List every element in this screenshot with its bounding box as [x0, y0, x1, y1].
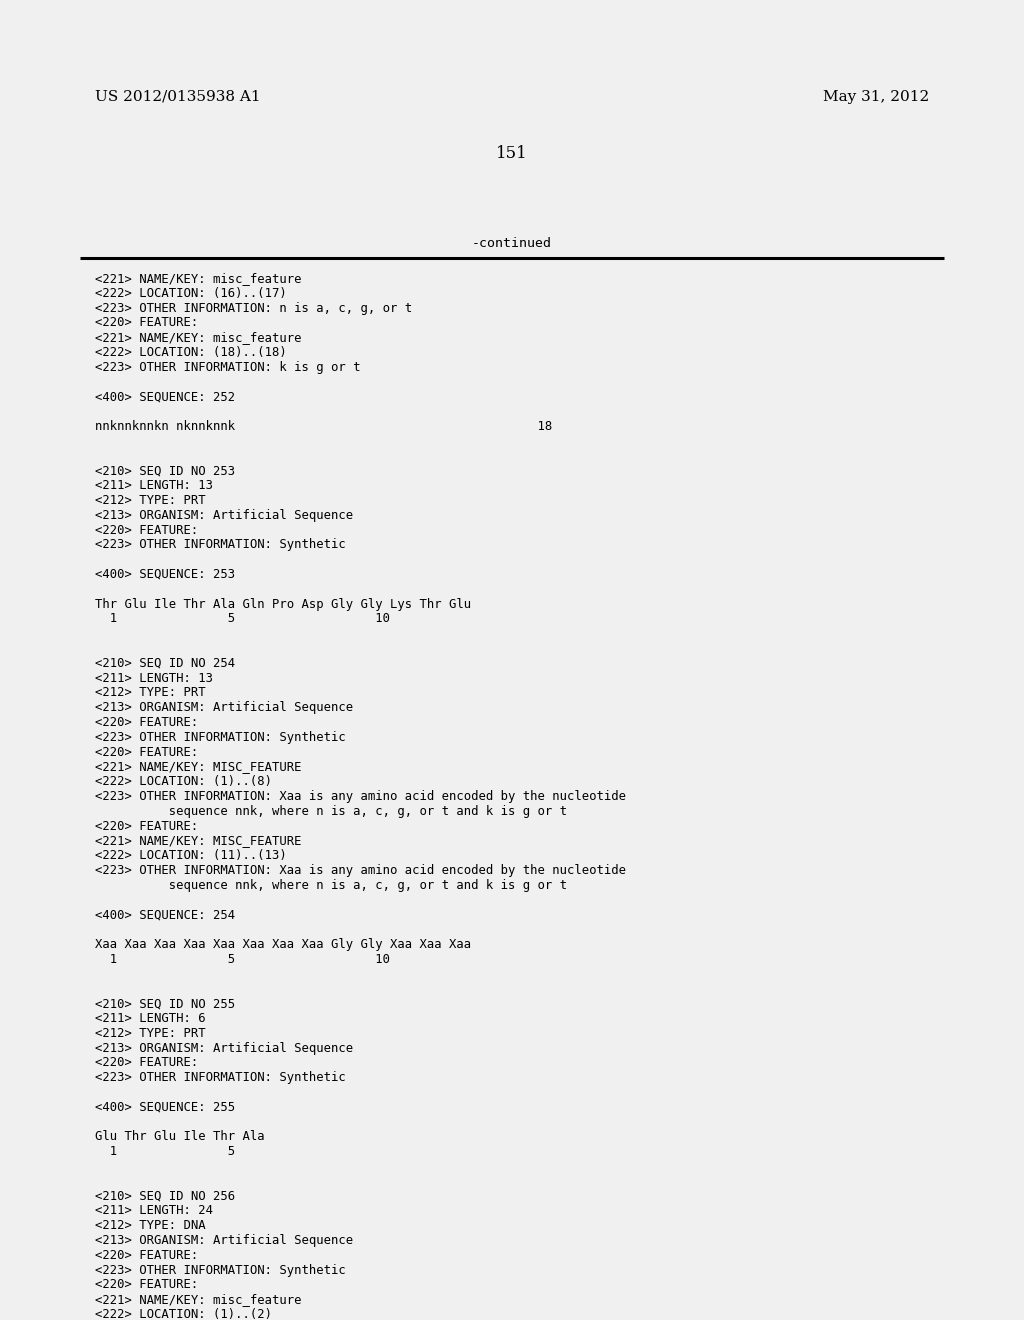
Text: <400> SEQUENCE: 255: <400> SEQUENCE: 255 [95, 1101, 236, 1114]
Text: 1               5                   10: 1 5 10 [95, 953, 390, 966]
Text: US 2012/0135938 A1: US 2012/0135938 A1 [95, 90, 261, 104]
Text: <211> LENGTH: 6: <211> LENGTH: 6 [95, 1012, 206, 1026]
Text: <212> TYPE: PRT: <212> TYPE: PRT [95, 686, 206, 700]
Text: sequence nnk, where n is a, c, g, or t and k is g or t: sequence nnk, where n is a, c, g, or t a… [95, 879, 567, 892]
Text: <221> NAME/KEY: misc_feature: <221> NAME/KEY: misc_feature [95, 1294, 301, 1307]
Text: <210> SEQ ID NO 255: <210> SEQ ID NO 255 [95, 997, 236, 1010]
Text: May 31, 2012: May 31, 2012 [822, 90, 929, 104]
Text: <220> FEATURE:: <220> FEATURE: [95, 715, 199, 729]
Text: <223> OTHER INFORMATION: Synthetic: <223> OTHER INFORMATION: Synthetic [95, 1072, 346, 1084]
Text: <221> NAME/KEY: MISC_FEATURE: <221> NAME/KEY: MISC_FEATURE [95, 760, 301, 774]
Text: <220> FEATURE:: <220> FEATURE: [95, 746, 199, 759]
Text: <222> LOCATION: (18)..(18): <222> LOCATION: (18)..(18) [95, 346, 287, 359]
Text: <223> OTHER INFORMATION: Xaa is any amino acid encoded by the nucleotide: <223> OTHER INFORMATION: Xaa is any amin… [95, 789, 626, 803]
Text: Thr Glu Ile Thr Ala Gln Pro Asp Gly Gly Lys Thr Glu: Thr Glu Ile Thr Ala Gln Pro Asp Gly Gly … [95, 598, 471, 611]
Text: <221> NAME/KEY: misc_feature: <221> NAME/KEY: misc_feature [95, 331, 301, 345]
Text: <213> ORGANISM: Artificial Sequence: <213> ORGANISM: Artificial Sequence [95, 1041, 353, 1055]
Text: <222> LOCATION: (16)..(17): <222> LOCATION: (16)..(17) [95, 286, 287, 300]
Text: Glu Thr Glu Ile Thr Ala: Glu Thr Glu Ile Thr Ala [95, 1130, 264, 1143]
Text: <211> LENGTH: 24: <211> LENGTH: 24 [95, 1204, 213, 1217]
Text: <220> FEATURE:: <220> FEATURE: [95, 820, 199, 833]
Text: <223> OTHER INFORMATION: k is g or t: <223> OTHER INFORMATION: k is g or t [95, 360, 360, 374]
Text: <400> SEQUENCE: 254: <400> SEQUENCE: 254 [95, 908, 236, 921]
Text: <222> LOCATION: (1)..(2): <222> LOCATION: (1)..(2) [95, 1308, 272, 1320]
Text: -continued: -continued [472, 238, 552, 249]
Text: <223> OTHER INFORMATION: n is a, c, g, or t: <223> OTHER INFORMATION: n is a, c, g, o… [95, 301, 412, 314]
Text: sequence nnk, where n is a, c, g, or t and k is g or t: sequence nnk, where n is a, c, g, or t a… [95, 805, 567, 818]
Text: 151: 151 [496, 145, 528, 162]
Text: <222> LOCATION: (1)..(8): <222> LOCATION: (1)..(8) [95, 775, 272, 788]
Text: <221> NAME/KEY: MISC_FEATURE: <221> NAME/KEY: MISC_FEATURE [95, 834, 301, 847]
Text: Xaa Xaa Xaa Xaa Xaa Xaa Xaa Xaa Gly Gly Xaa Xaa Xaa: Xaa Xaa Xaa Xaa Xaa Xaa Xaa Xaa Gly Gly … [95, 939, 471, 950]
Text: <220> FEATURE:: <220> FEATURE: [95, 524, 199, 537]
Text: <211> LENGTH: 13: <211> LENGTH: 13 [95, 672, 213, 685]
Text: <400> SEQUENCE: 252: <400> SEQUENCE: 252 [95, 391, 236, 404]
Text: <222> LOCATION: (11)..(13): <222> LOCATION: (11)..(13) [95, 849, 287, 862]
Text: <223> OTHER INFORMATION: Synthetic: <223> OTHER INFORMATION: Synthetic [95, 1263, 346, 1276]
Text: <220> FEATURE:: <220> FEATURE: [95, 1249, 199, 1262]
Text: <212> TYPE: DNA: <212> TYPE: DNA [95, 1220, 206, 1232]
Text: nnknnknnkn nknnknnk                                         18: nnknnknnkn nknnknnk 18 [95, 420, 552, 433]
Text: <211> LENGTH: 13: <211> LENGTH: 13 [95, 479, 213, 492]
Text: <220> FEATURE:: <220> FEATURE: [95, 1056, 199, 1069]
Text: <221> NAME/KEY: misc_feature: <221> NAME/KEY: misc_feature [95, 272, 301, 285]
Text: <210> SEQ ID NO 256: <210> SEQ ID NO 256 [95, 1189, 236, 1203]
Text: <220> FEATURE:: <220> FEATURE: [95, 317, 199, 330]
Text: 1               5: 1 5 [95, 1146, 236, 1158]
Text: <400> SEQUENCE: 253: <400> SEQUENCE: 253 [95, 568, 236, 581]
Text: <213> ORGANISM: Artificial Sequence: <213> ORGANISM: Artificial Sequence [95, 508, 353, 521]
Text: 1               5                   10: 1 5 10 [95, 612, 390, 626]
Text: <210> SEQ ID NO 254: <210> SEQ ID NO 254 [95, 657, 236, 669]
Text: <212> TYPE: PRT: <212> TYPE: PRT [95, 494, 206, 507]
Text: <220> FEATURE:: <220> FEATURE: [95, 1278, 199, 1291]
Text: <223> OTHER INFORMATION: Xaa is any amino acid encoded by the nucleotide: <223> OTHER INFORMATION: Xaa is any amin… [95, 865, 626, 876]
Text: <213> ORGANISM: Artificial Sequence: <213> ORGANISM: Artificial Sequence [95, 1234, 353, 1247]
Text: <212> TYPE: PRT: <212> TYPE: PRT [95, 1027, 206, 1040]
Text: <213> ORGANISM: Artificial Sequence: <213> ORGANISM: Artificial Sequence [95, 701, 353, 714]
Text: <223> OTHER INFORMATION: Synthetic: <223> OTHER INFORMATION: Synthetic [95, 539, 346, 552]
Text: <223> OTHER INFORMATION: Synthetic: <223> OTHER INFORMATION: Synthetic [95, 731, 346, 743]
Text: <210> SEQ ID NO 253: <210> SEQ ID NO 253 [95, 465, 236, 478]
